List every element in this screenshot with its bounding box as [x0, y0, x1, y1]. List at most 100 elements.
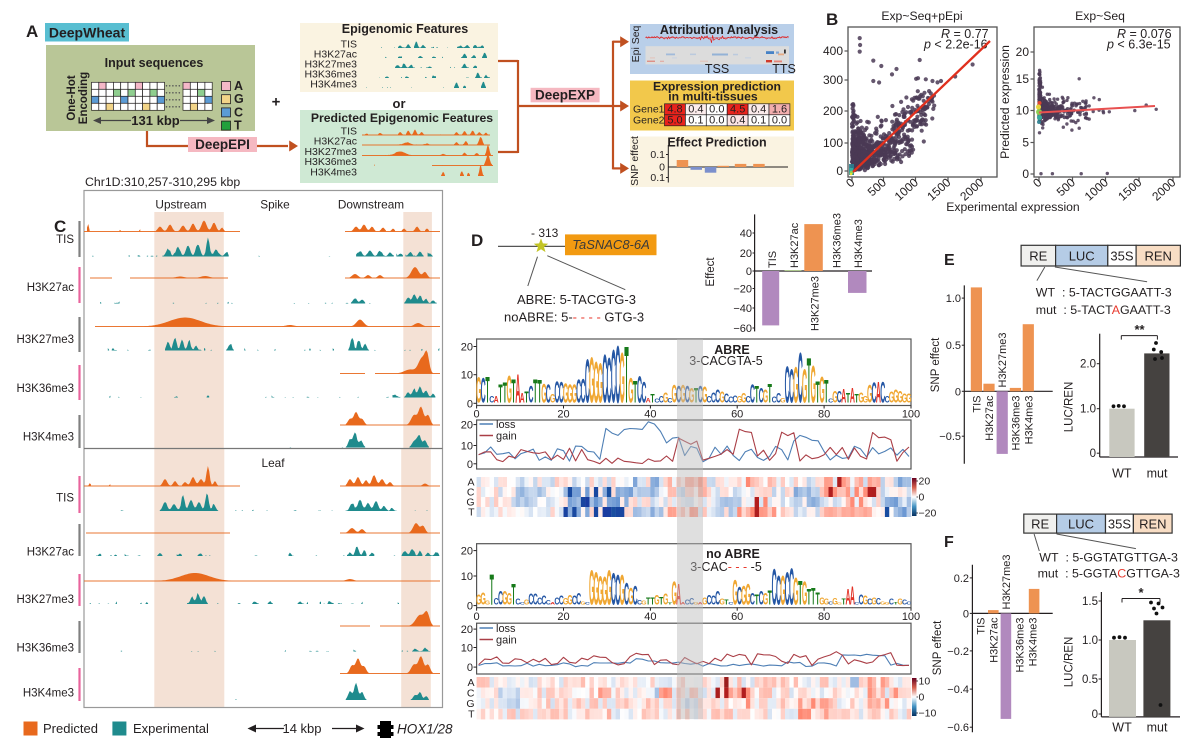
svg-text:or: or	[393, 96, 406, 111]
svg-text:C: C	[733, 393, 739, 405]
svg-text:H3K36me3: H3K36me3	[1010, 396, 1022, 451]
svg-text:T: T	[724, 597, 729, 606]
svg-text:−60: −60	[733, 323, 752, 335]
svg-text:0: 0	[467, 662, 473, 674]
svg-text:C: C	[572, 595, 578, 609]
svg-text:C: C	[772, 558, 777, 615]
svg-text:Epi Seq: Epi Seq	[630, 25, 642, 62]
svg-text:C: C	[689, 597, 694, 607]
svg-text:C: C	[789, 557, 794, 616]
svg-text:0.4: 0.4	[688, 104, 703, 116]
svg-text:C: C	[737, 581, 742, 610]
svg-text:C: C	[667, 398, 672, 404]
svg-text:G: G	[858, 391, 863, 406]
svg-text:Input sequences: Input sequences	[105, 56, 204, 70]
svg-text:20: 20	[557, 611, 569, 623]
svg-text:G: G	[606, 561, 611, 616]
svg-text:0: 0	[467, 398, 473, 410]
svg-text:SNP effect: SNP effect	[932, 620, 944, 675]
svg-text:H3K27ac: H3K27ac	[27, 547, 75, 559]
svg-text:loss: loss	[496, 419, 516, 431]
svg-text:G: G	[672, 379, 677, 408]
svg-text:C: C	[759, 589, 764, 610]
svg-text:A: A	[467, 477, 474, 489]
svg-text:G: G	[897, 387, 902, 407]
svg-text:T: T	[768, 379, 772, 409]
svg-text:0: 0	[919, 692, 925, 704]
svg-text:35S: 35S	[1108, 516, 1131, 531]
svg-text:Exp~Seq+pEpi: Exp~Seq+pEpi	[881, 9, 962, 23]
svg-text:TIS: TIS	[56, 234, 74, 246]
svg-text:C: C	[481, 372, 486, 411]
svg-text:G: G	[741, 581, 746, 611]
svg-text:0: 0	[919, 492, 925, 504]
svg-text:T: T	[503, 378, 507, 410]
svg-text:0: 0	[474, 409, 480, 421]
svg-text:C: C	[867, 597, 872, 607]
svg-text:H3K36me3: H3K36me3	[16, 383, 74, 395]
svg-text:0.1: 0.1	[688, 115, 703, 127]
svg-text:C: C	[637, 368, 642, 411]
svg-text:60: 60	[731, 611, 743, 623]
svg-text:B: B	[826, 10, 838, 29]
svg-text:C: C	[641, 375, 646, 409]
svg-text:G: G	[867, 379, 872, 408]
svg-text:T: T	[894, 602, 899, 606]
svg-text:LUC/REN: LUC/REN	[1064, 637, 1076, 687]
svg-text:C: C	[837, 388, 842, 406]
svg-text:C: C	[533, 590, 538, 608]
svg-text:C: C	[554, 375, 559, 409]
svg-text:T: T	[842, 597, 847, 607]
svg-text:G: G	[793, 570, 798, 613]
svg-text:C: C	[528, 590, 533, 608]
svg-text:H3K36me3: H3K36me3	[16, 643, 74, 655]
svg-text:T: T	[490, 566, 494, 615]
svg-text:H3K4me3: H3K4me3	[310, 167, 357, 179]
svg-text:C: C	[828, 602, 834, 606]
svg-text:C: C	[902, 597, 908, 606]
svg-text:A: A	[850, 385, 855, 408]
svg-text:C: C	[615, 330, 620, 420]
svg-text:10: 10	[461, 370, 473, 382]
svg-text:0.1: 0.1	[650, 149, 665, 161]
svg-text:0.0: 0.0	[709, 104, 724, 116]
svg-text:0: 0	[746, 266, 752, 278]
svg-text:A: A	[26, 22, 38, 41]
svg-text:TIS: TIS	[56, 493, 74, 505]
svg-text:G: G	[628, 583, 633, 610]
svg-text:3-CAC- - - -5: 3-CAC- - - -5	[690, 560, 762, 574]
svg-text:G: G	[811, 356, 816, 415]
svg-text:80: 80	[818, 409, 830, 421]
svg-text:G: G	[837, 602, 842, 605]
svg-text:0.0: 0.0	[709, 115, 724, 127]
svg-text:G: G	[832, 388, 838, 406]
svg-text:C: C	[515, 597, 520, 607]
svg-text:T: T	[807, 584, 811, 610]
svg-text:H3K4me3: H3K4me3	[1027, 618, 1039, 667]
svg-text:C: C	[541, 595, 546, 609]
svg-text:DeepEPI: DeepEPI	[195, 137, 250, 152]
svg-text:−10: −10	[919, 708, 937, 720]
svg-text:10: 10	[461, 643, 473, 655]
svg-text:WT: WT	[1112, 721, 1132, 735]
svg-text:C: C	[776, 391, 781, 406]
svg-text:C: C	[872, 378, 877, 410]
svg-text:TIS: TIS	[976, 618, 988, 635]
svg-text:WT: WT	[1112, 467, 1132, 481]
svg-text:C: C	[715, 589, 720, 610]
svg-text:G: G	[506, 367, 511, 410]
svg-text:10: 10	[461, 441, 473, 453]
svg-text:T: T	[468, 709, 475, 721]
svg-text:C: C	[54, 217, 66, 236]
svg-text:D: D	[471, 231, 483, 250]
svg-text:**: **	[1134, 322, 1145, 337]
svg-text:−40: −40	[733, 303, 752, 315]
svg-text:A: A	[520, 391, 525, 406]
svg-text:G: G	[466, 497, 474, 509]
svg-text:C: C	[615, 566, 620, 615]
svg-text:131 kbp: 131 kbp	[131, 113, 179, 128]
svg-text:mut : 5-GGTACGTTGA-3: mut : 5-GGTACGTTGA-3	[1038, 567, 1180, 581]
svg-text:10: 10	[919, 676, 931, 688]
svg-text:G: G	[689, 385, 694, 408]
svg-text:20: 20	[461, 420, 473, 432]
